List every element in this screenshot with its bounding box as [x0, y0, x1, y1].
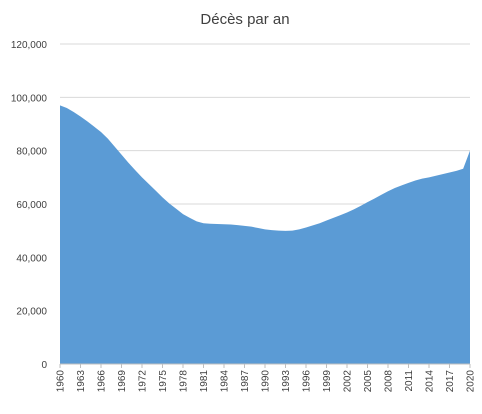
y-tick-label: 80,000 — [16, 147, 47, 158]
x-tick-label: 2005 — [363, 370, 374, 393]
y-tick-label: 20,000 — [16, 307, 47, 318]
x-axis-ticks: 1960 1963 1966 1969 1972 1975 1978 1981 1984 1987… — [56, 364, 477, 392]
y-tick-label: 100,000 — [11, 93, 48, 104]
x-tick-label: 2011 — [404, 370, 415, 392]
x-tick-label: 1996 — [302, 370, 313, 393]
chart-title: Décès par an — [200, 11, 289, 28]
x-tick-label: 1960 — [56, 370, 67, 393]
y-tick-label: 60,000 — [16, 200, 47, 211]
x-tick-label: 1975 — [158, 370, 169, 393]
x-tick-label: 2008 — [384, 370, 395, 393]
x-tick-label: 1984 — [220, 370, 231, 393]
x-tick-label: 1972 — [138, 370, 149, 393]
x-tick-label: 2017 — [445, 370, 456, 393]
x-tick-label: 2020 — [466, 370, 477, 393]
x-tick-label: 2002 — [343, 370, 354, 393]
y-axis-ticks: 0 20,000 40,000 60,000 80,000 100,000 120,000 — [11, 40, 48, 371]
x-tick-label: 2014 — [425, 370, 436, 393]
x-tick-label: 1978 — [179, 370, 190, 393]
deaths-area-series — [60, 105, 470, 364]
y-tick-label: 0 — [41, 360, 47, 371]
x-tick-label: 1990 — [261, 370, 272, 393]
x-tick-label: 1981 — [199, 370, 210, 393]
y-tick-label: 40,000 — [16, 253, 47, 264]
x-tick-label: 1963 — [76, 370, 87, 393]
x-tick-label: 1969 — [117, 370, 128, 393]
x-tick-label: 1987 — [240, 370, 251, 393]
x-tick-label: 1993 — [281, 370, 292, 393]
x-tick-label: 1966 — [97, 370, 108, 393]
y-tick-label: 120,000 — [11, 40, 48, 51]
x-tick-label: 1999 — [322, 370, 333, 393]
